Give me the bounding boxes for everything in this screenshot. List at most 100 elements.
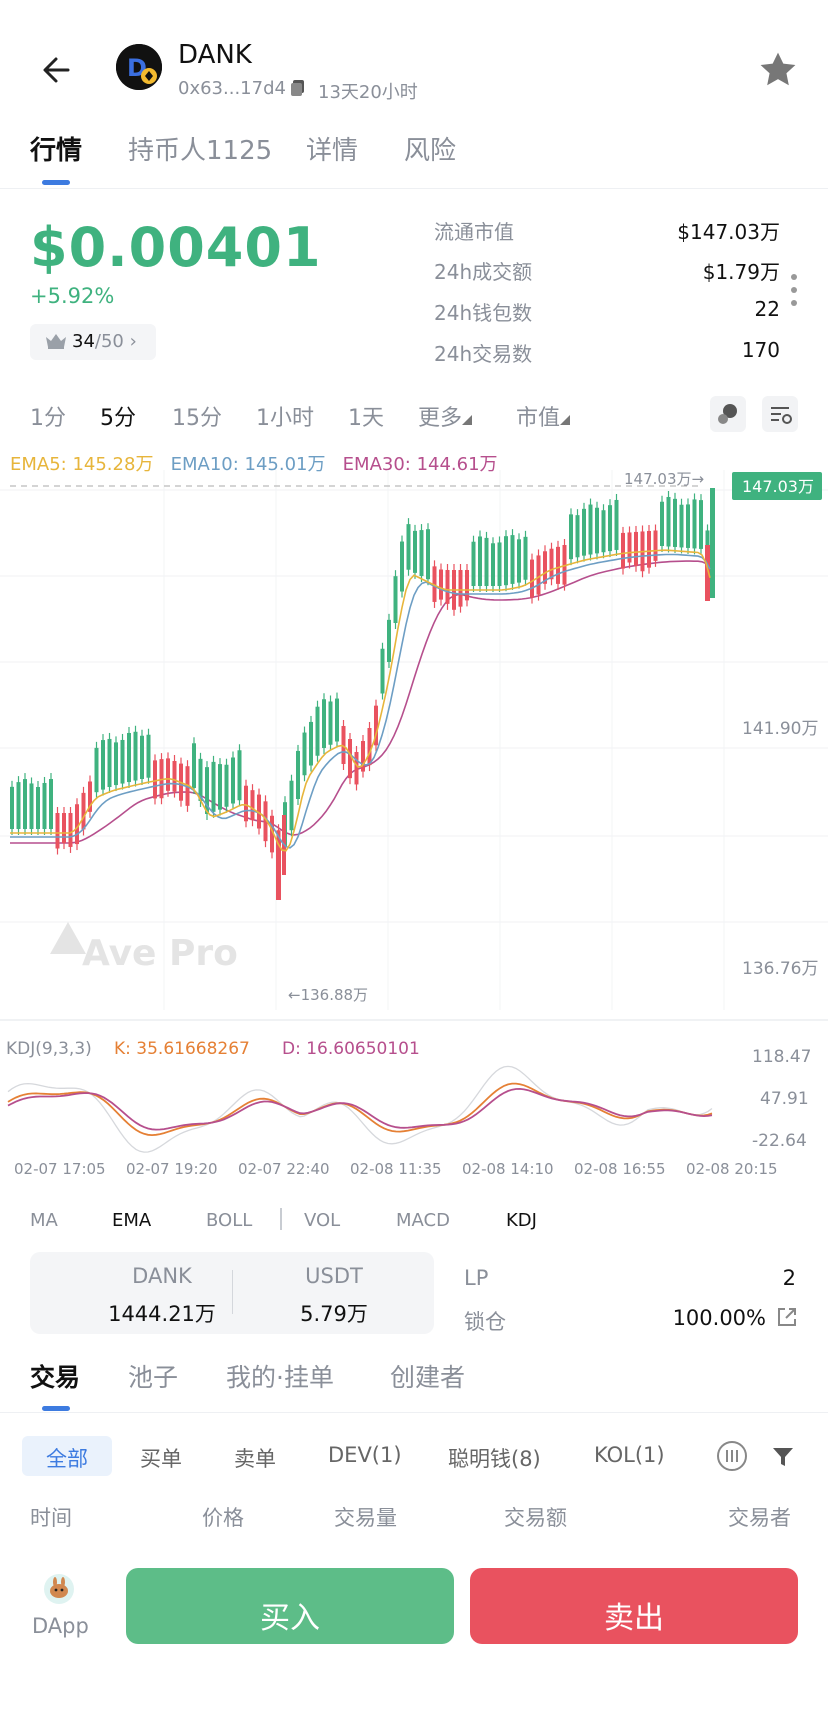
candle-body — [686, 504, 690, 548]
timeframe-1m[interactable]: 1分 — [30, 406, 66, 431]
buy-button[interactable]: 买入 — [126, 1568, 454, 1644]
candle-body — [569, 514, 573, 560]
timeframe-1d[interactable]: 1天 — [348, 406, 384, 431]
candle-body — [666, 496, 671, 547]
price-chart[interactable]: 147.03万→ 147.03万 141.90万 136.76万 ←136.88… — [0, 470, 828, 1180]
candle-body — [114, 742, 118, 786]
dapp-label[interactable]: DApp — [32, 1614, 89, 1638]
ema30-path — [10, 560, 711, 844]
candle-body — [556, 546, 560, 584]
candle-body — [315, 706, 320, 756]
tab-creator[interactable]: 创建者 — [390, 1363, 466, 1392]
filter-buys[interactable]: 买单 — [140, 1447, 182, 1471]
col-time: 时间 — [30, 1506, 72, 1530]
candle-body — [302, 732, 307, 776]
indicator-vol[interactable]: VOL — [304, 1210, 341, 1231]
candle-body — [205, 767, 209, 814]
sell-button[interactable]: 卖出 — [470, 1568, 798, 1644]
token-avatar: D — [116, 44, 162, 90]
filter-kol[interactable]: KOL(1) — [594, 1443, 665, 1467]
pool-quote-amount: 5.79万 — [300, 1302, 368, 1326]
indicator-kdj[interactable]: KDJ — [506, 1210, 537, 1231]
candle-body — [445, 570, 450, 604]
lp-value: 2 — [782, 1266, 796, 1290]
timeframe-1h[interactable]: 1小时 — [256, 406, 314, 431]
tab-trades[interactable]: 交易 — [30, 1363, 81, 1392]
kdj-y-top: 118.47 — [752, 1047, 811, 1067]
trade-tab-indicator — [42, 1406, 70, 1411]
ema-lines — [10, 549, 711, 852]
candle-body — [198, 758, 203, 801]
candle-body — [692, 499, 697, 549]
x-axis-ticks: 02-07 17:05 02-07 19:20 02-07 22:40 02-08 1… — [14, 1160, 778, 1178]
candle-body — [673, 498, 677, 547]
candle-body — [400, 541, 404, 592]
chart-settings-button[interactable] — [762, 396, 798, 432]
filter-dev[interactable]: DEV(1) — [328, 1443, 402, 1467]
indicator-ema[interactable]: EMA — [112, 1210, 152, 1231]
candle-body — [497, 542, 502, 586]
chart-mode-mcap[interactable]: 市值 — [516, 400, 571, 432]
indicator-separator — [280, 1208, 282, 1230]
candle-body — [484, 537, 489, 586]
timeframe-more[interactable]: 更多 — [418, 400, 473, 432]
candle-body — [705, 545, 710, 601]
last-price-label: 147.03万→ — [624, 470, 704, 488]
candle-body — [10, 786, 14, 829]
chart-tool-button[interactable] — [710, 396, 746, 432]
more-vertical-icon[interactable] — [790, 272, 798, 308]
divider — [0, 188, 828, 189]
pool-token-amount: 1444.21万 — [108, 1302, 216, 1326]
tab-details[interactable]: 详情 — [306, 136, 359, 166]
indicator-boll[interactable]: BOLL — [206, 1210, 253, 1231]
divider — [0, 1412, 828, 1413]
kdj-y-mid: 47.91 — [760, 1089, 809, 1109]
candle-body — [231, 757, 235, 804]
tab-my-orders[interactable]: 我的·挂单 — [226, 1363, 334, 1392]
tab-holders[interactable]: 持币人1125 — [128, 136, 273, 166]
timeframe-15m[interactable]: 15分 — [172, 406, 222, 431]
filter-all[interactable]: 全部 — [22, 1436, 112, 1476]
candle-body — [309, 721, 313, 766]
indicator-macd[interactable]: MACD — [396, 1210, 450, 1231]
token-age: 13天20小时 — [318, 82, 418, 103]
current-price: $0.00401 — [30, 216, 322, 279]
ema-legend: EMA5: 145.28万 EMA10: 145.01万 EMA30: 144.… — [10, 450, 498, 476]
timeframe-5m[interactable]: 5分 — [100, 406, 136, 431]
candle-body — [250, 790, 255, 821]
candle-body — [634, 531, 638, 566]
filter-smart-money[interactable]: 聪明钱(8) — [448, 1447, 541, 1471]
candle-body — [335, 698, 339, 742]
dapp-icon[interactable] — [44, 1574, 74, 1604]
chart-mode-label: 市值 — [516, 406, 561, 431]
copy-icon[interactable] — [290, 79, 306, 97]
pause-icon[interactable] — [716, 1440, 748, 1472]
kdj-k-line — [7, 1082, 713, 1137]
candle-body — [426, 529, 430, 580]
candle-body — [36, 786, 40, 829]
tab-market[interactable]: 行情 — [30, 136, 83, 166]
favorite-button[interactable] — [756, 48, 800, 92]
back-button[interactable] — [36, 48, 80, 92]
candle-body — [562, 545, 567, 585]
external-link-icon[interactable] — [776, 1306, 798, 1328]
tab-indicator — [42, 180, 70, 185]
candle-body — [75, 804, 79, 845]
candle-body — [159, 759, 164, 799]
filter-sells[interactable]: 卖单 — [234, 1447, 276, 1471]
pool-token-label: DANK — [132, 1264, 192, 1288]
stat-label-mcap: 流通市值 — [434, 220, 514, 244]
filter-icon[interactable] — [772, 1446, 794, 1468]
candle-body — [432, 566, 437, 602]
kdj-j-line — [7, 1065, 713, 1153]
kdj-title: KDJ(9,3,3) — [6, 1039, 92, 1059]
candle-body — [146, 734, 151, 778]
candle-body — [679, 504, 684, 548]
tab-risk[interactable]: 风险 — [404, 136, 457, 166]
indicator-ma[interactable]: MA — [30, 1210, 58, 1231]
candle-body — [322, 699, 326, 748]
tab-pools[interactable]: 池子 — [128, 1363, 179, 1392]
candle-body — [413, 530, 417, 573]
bubble-icon — [718, 404, 737, 424]
col-trader: 交易者 — [728, 1506, 791, 1530]
